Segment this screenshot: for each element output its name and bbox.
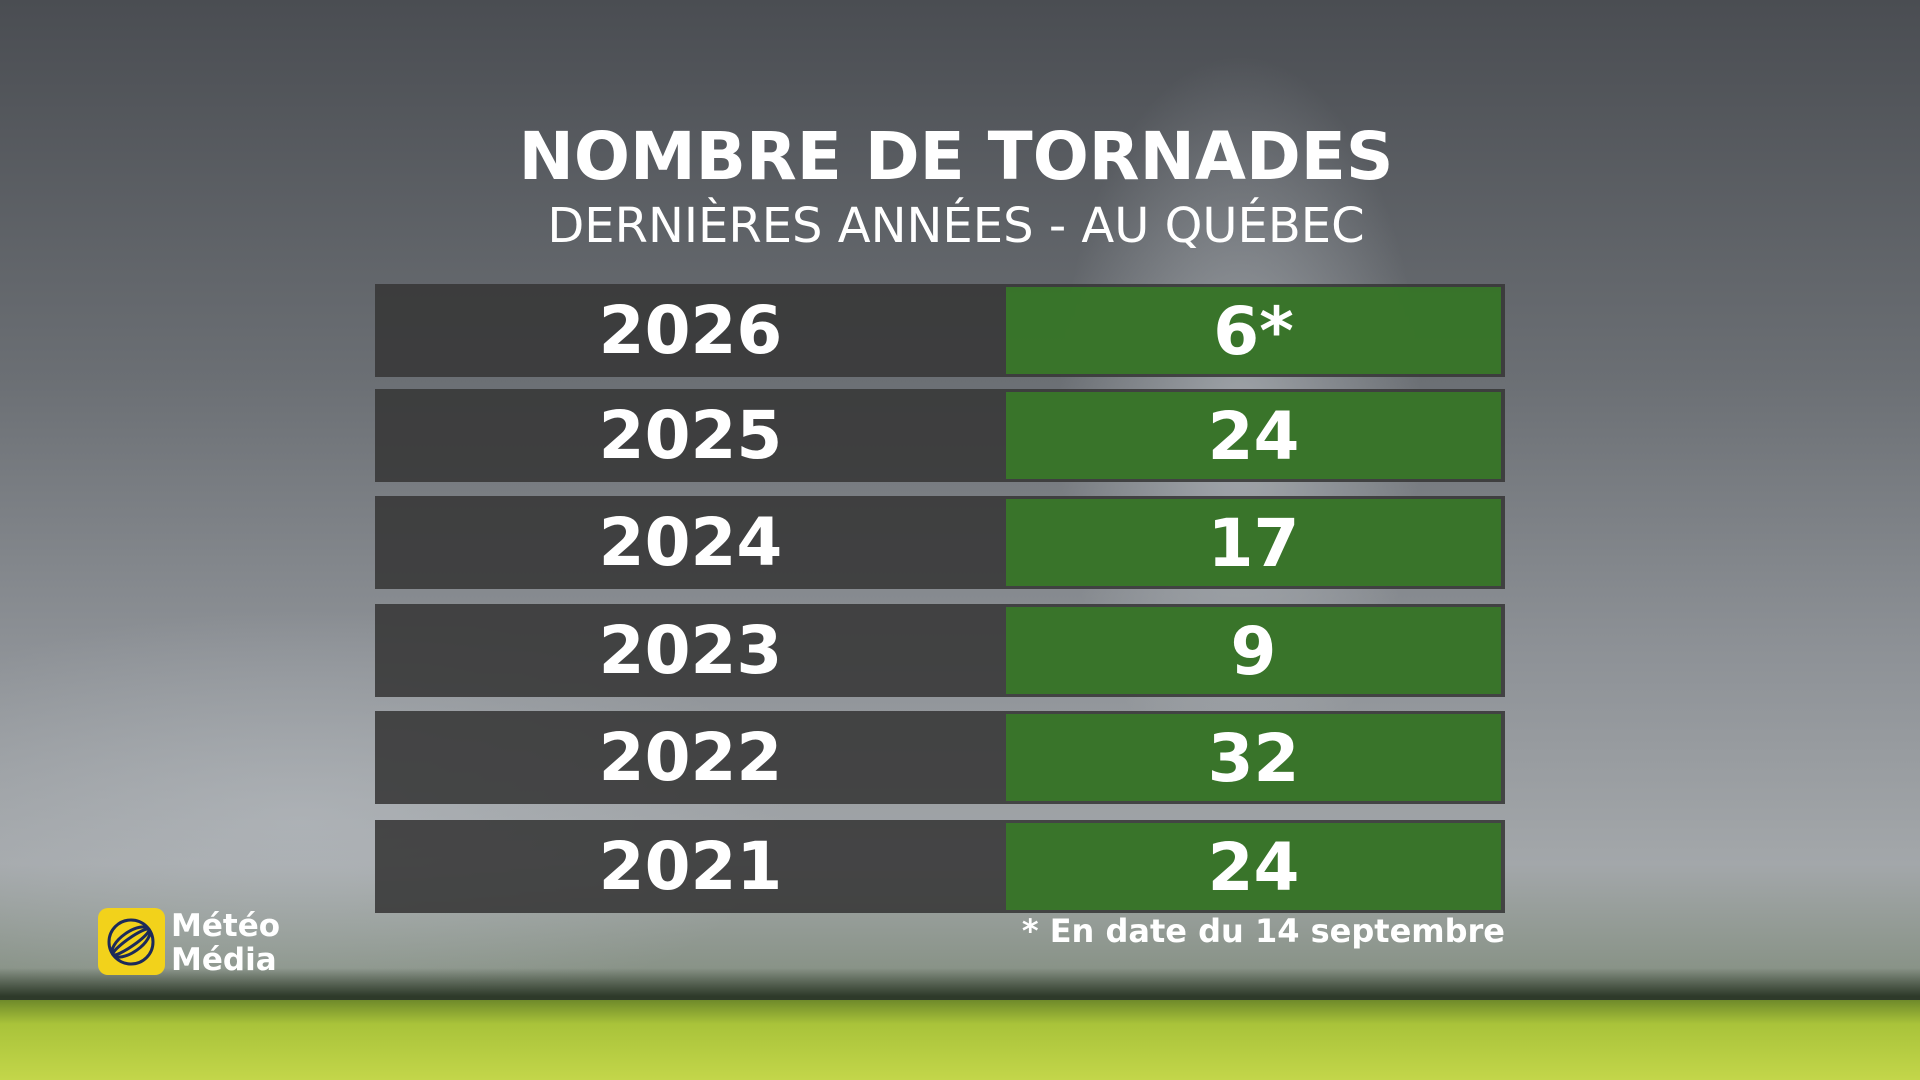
count-cell: 6* [1006,287,1501,374]
year-cell: 2024 [598,504,783,581]
year-cell: 2023 [598,612,783,689]
table-row: 2026 6* [375,284,1505,377]
table-row: 2025 24 [375,389,1505,482]
table-row: 2023 9 [375,604,1505,697]
count-cell: 9 [1006,607,1501,694]
count-cell: 24 [1006,392,1501,479]
count-cell: 32 [1006,714,1501,801]
count-cell: 17 [1006,499,1501,586]
logo-icon [98,908,165,975]
year-cell: 2022 [598,719,783,796]
subtitle: DERNIÈRES ANNÉES - AU QUÉBEC [547,198,1365,254]
table-row: 2024 17 [375,496,1505,589]
year-cell: 2021 [598,828,783,905]
count-cell: 24 [1006,823,1501,910]
table-row: 2021 24 [375,820,1505,913]
logo-text: Média [171,942,277,978]
title: NOMBRE DE TORNADES [518,118,1394,195]
footnote: * En date du 14 septembre [1021,912,1505,950]
year-cell: 2025 [598,397,783,474]
logo-globe [107,918,155,966]
field [0,1000,1920,1080]
table-row: 2022 32 [375,711,1505,804]
year-cell: 2026 [598,292,783,369]
logo-text: Météo [171,908,281,944]
